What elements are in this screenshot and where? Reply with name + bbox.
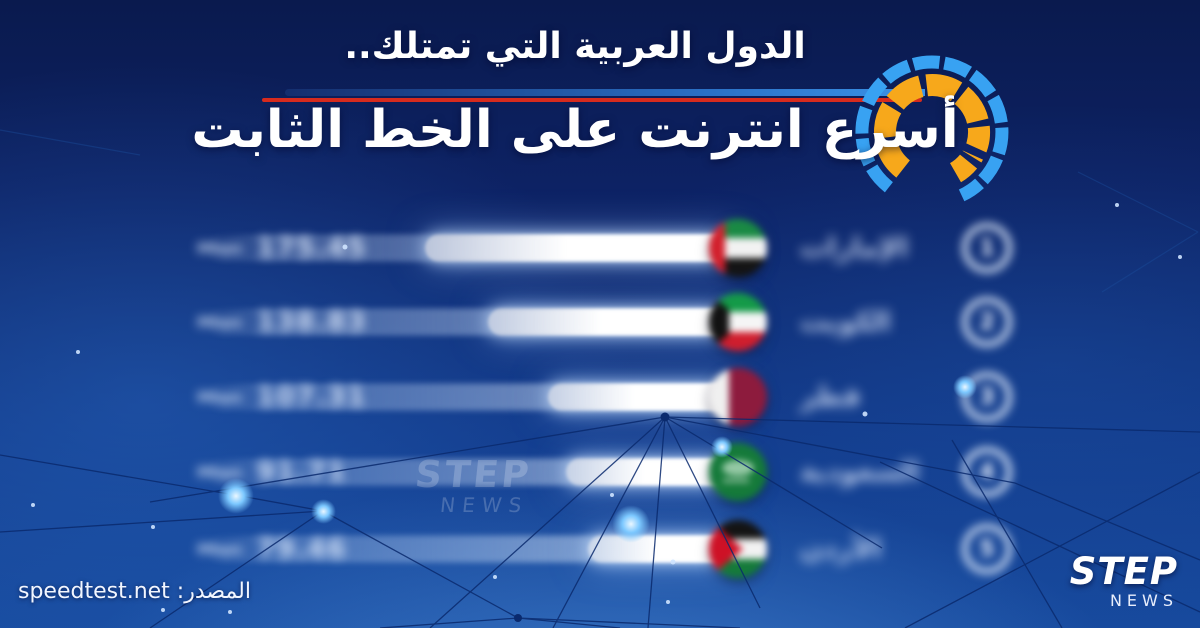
chart-row: Mbps 91.71 السعودية 4 (0, 441, 1200, 503)
rank-badge: 5 (963, 525, 1011, 573)
rank-number: 3 (979, 384, 995, 410)
speed-bar (488, 308, 740, 336)
country-label: الأردن (800, 533, 882, 565)
value-number: 79.46 (256, 533, 347, 565)
country-label: الكويت (800, 306, 891, 338)
source-credit: المصدر: speedtest.net (18, 579, 252, 604)
page-subtitle: الدول العربية التي تمتلك.. (344, 26, 806, 67)
chart-row: Mbps 175.45 الإمارات 1 (0, 217, 1200, 279)
value-number: 175.45 (256, 232, 367, 264)
uae-flag-icon (709, 219, 767, 277)
page-title: أسرع انترنت على الخط الثابت (191, 100, 959, 160)
qatar-flag-icon (709, 368, 767, 426)
rank-badge: 4 (963, 448, 1011, 496)
country-label: الإمارات (800, 232, 909, 264)
header-rule-red (262, 98, 922, 102)
speedometer-gauge-icon (855, 55, 1009, 202)
rank-badge: 2 (963, 298, 1011, 346)
rank-number: 2 (979, 309, 995, 335)
unit-label: Mbps (197, 540, 243, 558)
rank-badge: 3 (963, 373, 1011, 421)
value-number: 138.83 (256, 306, 367, 338)
kuwait-flag-icon (709, 293, 767, 351)
header-rule-blue (285, 89, 925, 96)
unit-label: Mbps (197, 239, 243, 257)
speed-value: Mbps 175.45 (197, 233, 382, 264)
rank-number: 1 (979, 235, 995, 261)
saudi-arabia-flag-icon (709, 443, 767, 501)
rank-number: 4 (979, 459, 995, 485)
unit-label: Mbps (197, 388, 243, 406)
rank-badge: 1 (963, 224, 1011, 272)
unit-label: Mbps (197, 463, 243, 481)
speed-bar (425, 234, 740, 262)
speed-value: Mbps 79.46 (197, 534, 382, 565)
value-number: 107.31 (256, 381, 367, 413)
speed-value: Mbps 138.83 (197, 307, 382, 338)
speed-value: Mbps 107.31 (197, 382, 382, 413)
chart-row: Mbps 79.46 الأردن 5 (0, 518, 1200, 580)
unit-label: Mbps (197, 313, 243, 331)
country-label: السعودية (800, 456, 920, 488)
country-label: قطر (800, 381, 861, 413)
speed-bar (548, 383, 740, 411)
step-news-logo: STEP NEWS (1070, 553, 1178, 612)
chart-row: Mbps 138.83 الكويت 2 (0, 291, 1200, 353)
chart-row: Mbps 107.31 قطر 3 (0, 366, 1200, 428)
rank-number: 5 (979, 536, 995, 562)
jordan-flag-icon (709, 520, 767, 578)
speed-value: Mbps 91.71 (197, 457, 382, 488)
logo-step: STEP (1069, 549, 1178, 593)
value-number: 91.71 (256, 456, 347, 488)
